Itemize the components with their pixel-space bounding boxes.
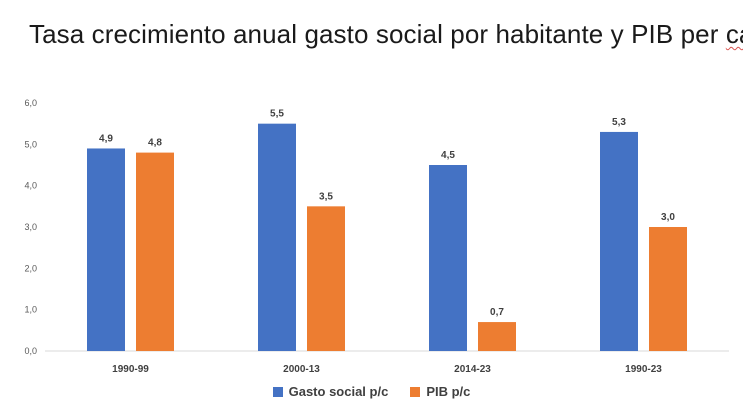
bar-pib bbox=[307, 206, 345, 351]
bar-gasto bbox=[600, 131, 638, 351]
y-tick-label: 2,0 bbox=[24, 263, 37, 273]
data-label: 5,5 bbox=[270, 109, 284, 120]
chart-legend: Gasto social p/c PIB p/c bbox=[0, 384, 743, 399]
legend-swatch-gasto bbox=[272, 386, 283, 397]
data-label: 4,8 bbox=[148, 138, 162, 149]
data-label: 0,7 bbox=[490, 307, 504, 318]
legend-item-pib: PIB p/c bbox=[410, 384, 470, 399]
spellcheck-word: cap bbox=[725, 19, 743, 49]
bar-pib bbox=[478, 322, 516, 351]
bar-pib bbox=[649, 227, 687, 351]
y-tick-label: 0,0 bbox=[24, 346, 37, 356]
legend-swatch-pib bbox=[410, 386, 421, 397]
data-label: 3,5 bbox=[319, 191, 333, 202]
data-label: 3,0 bbox=[661, 212, 675, 223]
legend-label-pib: PIB p/c bbox=[426, 384, 471, 399]
y-tick-label: 4,0 bbox=[24, 181, 37, 191]
legend-label-gasto: Gasto social p/c bbox=[288, 384, 389, 399]
legend-item-gasto: Gasto social p/c bbox=[272, 384, 389, 399]
y-tick-label: 6,0 bbox=[24, 98, 37, 108]
data-label: 4,5 bbox=[441, 150, 455, 161]
y-tick-label: 5,0 bbox=[24, 139, 37, 149]
bar-gasto bbox=[87, 148, 125, 351]
x-tick-label: 1990-99 bbox=[112, 364, 149, 375]
bar-gasto bbox=[429, 165, 467, 351]
chart-title: Tasa crecimiento anual gasto social por … bbox=[29, 19, 743, 50]
bar-gasto bbox=[258, 123, 296, 352]
x-tick-label: 2014-23 bbox=[454, 364, 491, 375]
bar-pib bbox=[136, 152, 174, 351]
y-tick-label: 1,0 bbox=[24, 305, 37, 315]
data-label: 5,3 bbox=[612, 117, 626, 128]
data-label: 4,9 bbox=[99, 133, 113, 144]
x-tick-label: 1990-23 bbox=[625, 364, 662, 375]
x-tick-label: 2000-13 bbox=[283, 364, 320, 375]
y-tick-label: 3,0 bbox=[24, 222, 37, 232]
